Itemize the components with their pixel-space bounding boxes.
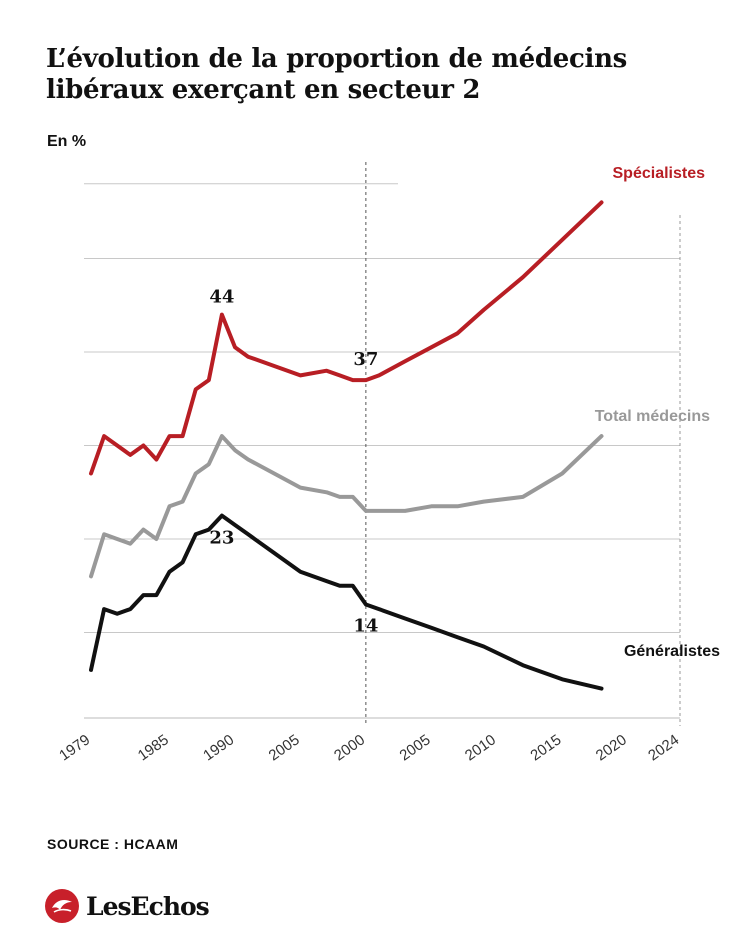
chart-title: L’évolution de la proportion de médecins… [46, 44, 628, 105]
x-tick-label: 1990 [200, 731, 237, 764]
data-label-specialistes-peak: 44 [209, 287, 234, 308]
data-label-generalistes-peak: 23 [209, 528, 234, 549]
les-echos-logo: LesEchos [44, 886, 210, 926]
legend-label-total: Total médecins [595, 408, 710, 425]
logo-mark-icon [45, 889, 79, 923]
x-tick-label: 2000 [331, 731, 368, 764]
data-label-specialistes-2000: 37 [353, 349, 378, 370]
series-total-line [89, 434, 604, 579]
data-label-specialistes-end: 56 [684, 0, 706, 5]
x-tick-label: 2005 [266, 731, 303, 764]
x-tick-label: 2024 [645, 731, 682, 764]
x-tick-label: 2010 [462, 731, 499, 764]
unit-label: En % [47, 133, 87, 150]
source-label: SOURCE : HCAAM [47, 836, 179, 852]
x-tick-label: 2015 [527, 731, 564, 764]
legend-label-generalistes: Généralistes [624, 643, 720, 660]
x-tick-label: 1979 [56, 731, 93, 764]
data-label-total-end: 31 [685, 0, 707, 5]
x-tick-label: 1985 [135, 731, 172, 764]
series-specialistes-line [89, 200, 604, 476]
brand-name: LesEchos [86, 891, 210, 921]
data-label-generalistes-end: 4 [686, 0, 698, 5]
x-tick-label: 2020 [593, 731, 630, 764]
legend-label-specialistes: Spécialistes [613, 165, 706, 182]
series-generalistes-line [89, 513, 604, 691]
x-tick-label: 2005 [397, 731, 434, 764]
data-label-generalistes-2000: 14 [353, 615, 378, 636]
